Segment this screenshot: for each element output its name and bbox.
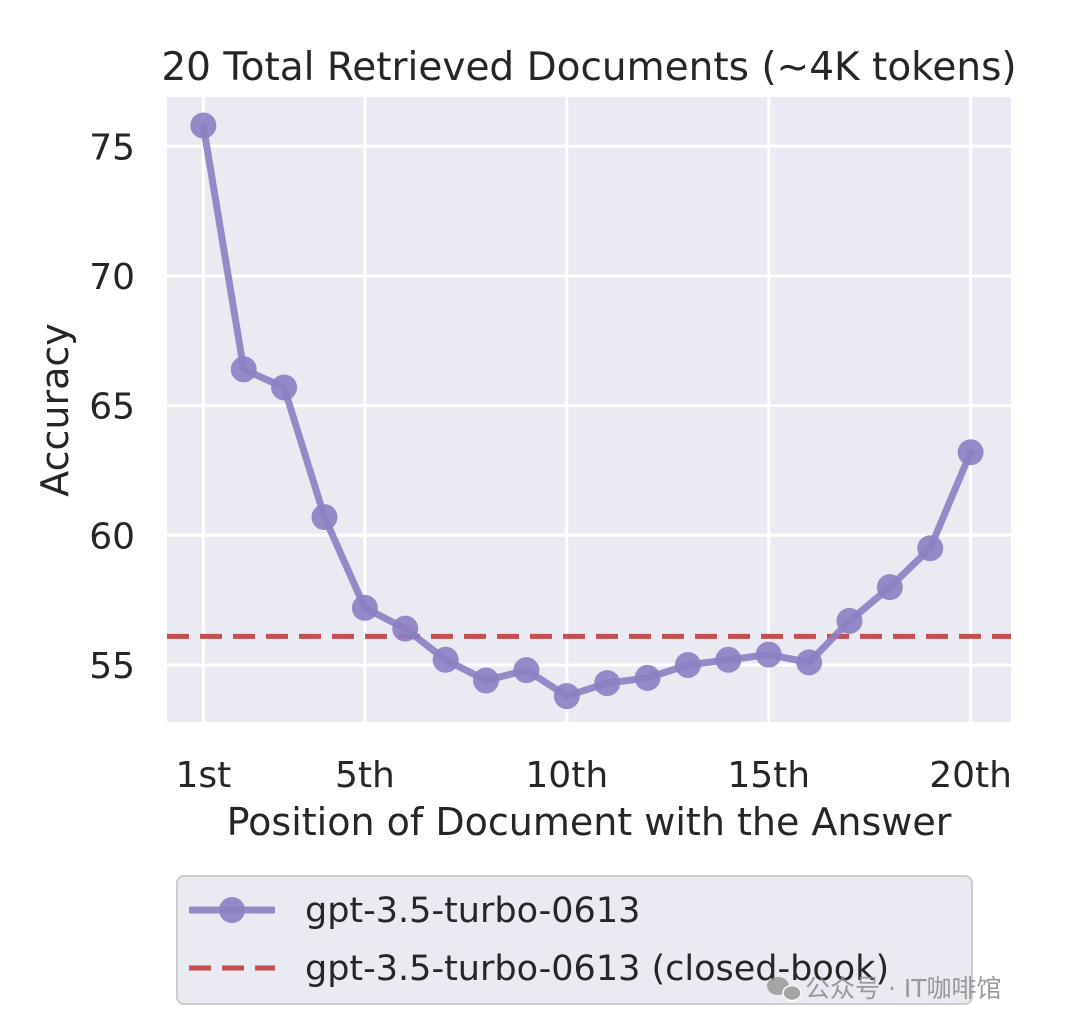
data-point bbox=[796, 649, 823, 676]
y-tick-label: 60 bbox=[89, 516, 135, 557]
data-point bbox=[755, 641, 782, 668]
accuracy-series bbox=[190, 112, 984, 710]
data-point bbox=[594, 670, 621, 697]
data-point bbox=[957, 439, 984, 466]
data-point bbox=[311, 504, 338, 531]
data-point bbox=[836, 607, 863, 634]
legend-swatch-marker bbox=[219, 897, 245, 923]
legend-frame bbox=[176, 875, 973, 1005]
data-point bbox=[351, 594, 378, 621]
y-tick-label: 75 bbox=[89, 127, 135, 168]
data-point bbox=[473, 667, 500, 694]
legend-entries: gpt-3.5-turbo-0613 gpt-3.5-turbo-0613 (cl… bbox=[189, 891, 889, 989]
legend-label: gpt-3.5-turbo-0613 bbox=[305, 891, 640, 931]
data-point bbox=[513, 657, 540, 684]
grid-lines bbox=[167, 97, 1011, 722]
plot-area bbox=[167, 97, 1011, 722]
y-tick-label: 70 bbox=[89, 257, 135, 298]
x-axis-ticks: 1st 5th 10th 15th 20th bbox=[175, 755, 1012, 796]
x-tick-label: 5th bbox=[335, 755, 395, 796]
x-tick-label: 10th bbox=[525, 755, 608, 796]
y-tick-label: 65 bbox=[89, 387, 135, 428]
watermark: 公众号 · IT咖啡馆 bbox=[767, 974, 1002, 1003]
x-tick-label: 1st bbox=[175, 755, 231, 796]
y-axis-label: Accuracy bbox=[33, 323, 77, 497]
data-point bbox=[432, 646, 459, 673]
data-point bbox=[392, 615, 419, 642]
x-tick-label: 20th bbox=[929, 755, 1012, 796]
x-tick-label: 15th bbox=[727, 755, 810, 796]
data-point bbox=[876, 574, 903, 601]
x-axis-label: Position of Document with the Answer bbox=[227, 800, 952, 844]
legend-label: gpt-3.5-turbo-0613 (closed-book) bbox=[305, 949, 889, 989]
data-point bbox=[553, 683, 580, 710]
data-point bbox=[674, 651, 701, 678]
watermark-text: 公众号 · IT咖啡馆 bbox=[805, 974, 1002, 1003]
wechat-icon bbox=[767, 977, 802, 1002]
data-point bbox=[190, 112, 217, 139]
data-point bbox=[230, 356, 257, 383]
legend: gpt-3.5-turbo-0613 gpt-3.5-turbo-0613 (cl… bbox=[176, 875, 973, 1005]
y-tick-label: 55 bbox=[89, 646, 135, 687]
chart-title: 20 Total Retrieved Documents (~4K tokens… bbox=[161, 45, 1016, 90]
y-axis-ticks: 55 60 65 70 75 bbox=[89, 127, 135, 687]
data-point bbox=[715, 646, 742, 673]
data-point bbox=[271, 374, 298, 401]
data-point bbox=[634, 664, 661, 691]
data-point bbox=[917, 535, 944, 562]
